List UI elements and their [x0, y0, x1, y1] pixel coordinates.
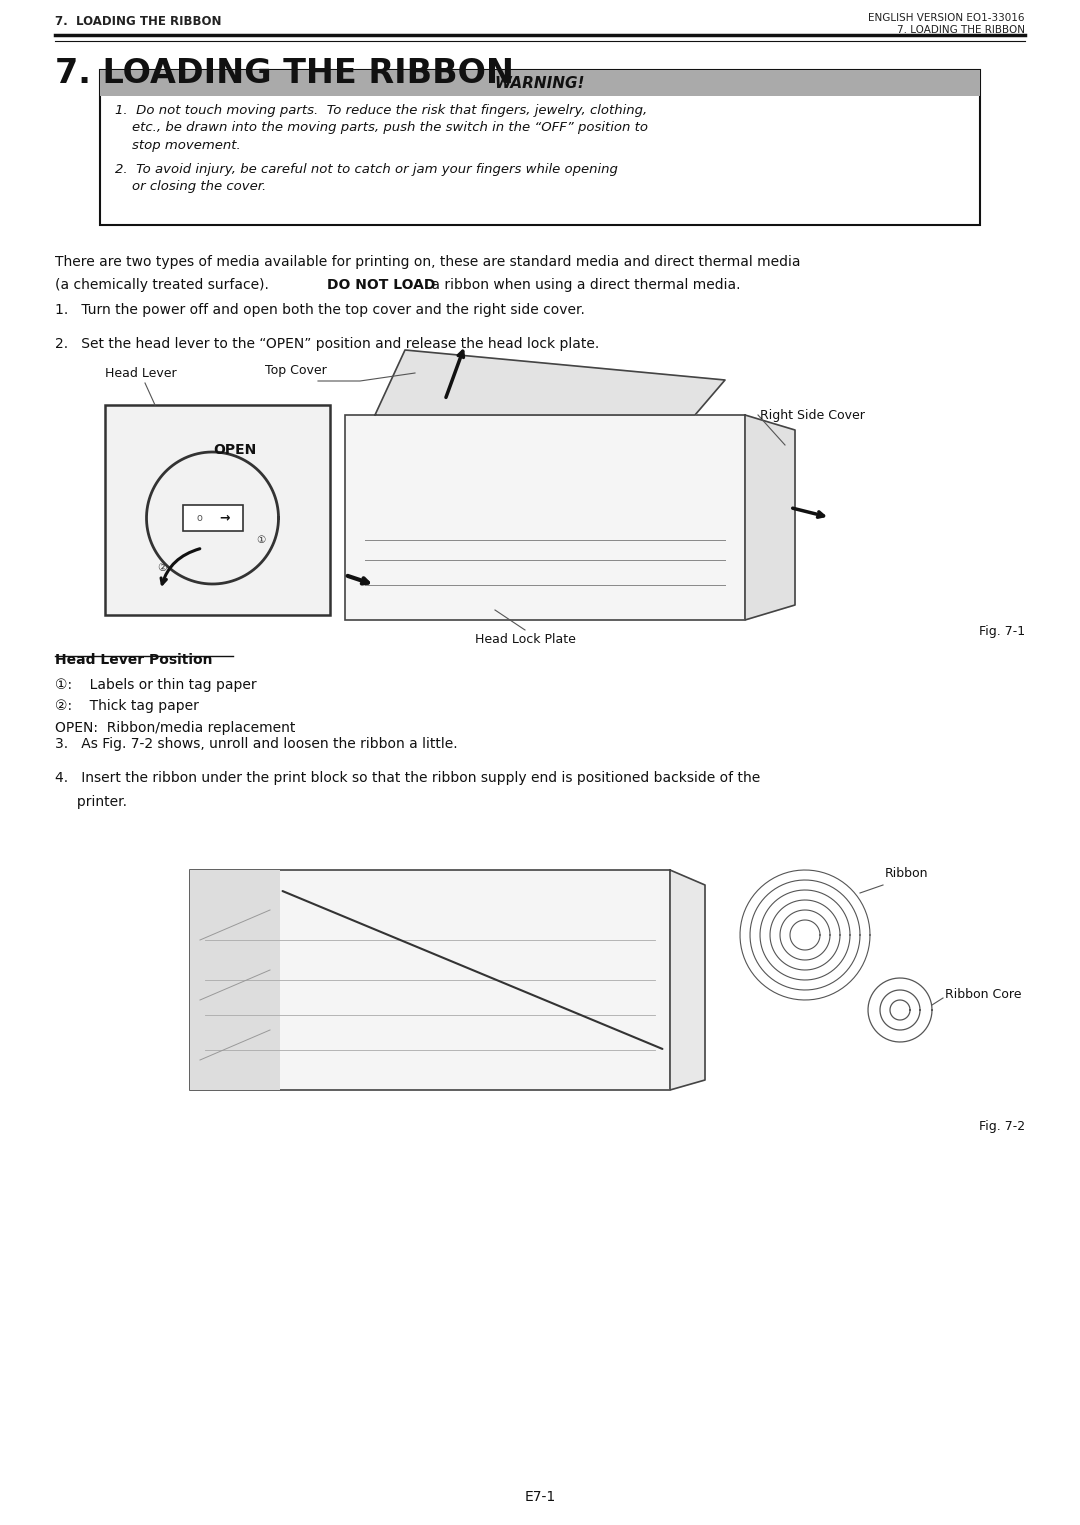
Bar [100, 70, 980, 226]
Text: ②: ② [158, 563, 167, 573]
Text: 7.  LOADING THE RIBBON: 7. LOADING THE RIBBON [55, 15, 221, 27]
Text: ①:    Labels or thin tag paper: ①: Labels or thin tag paper [55, 679, 257, 692]
Text: 4.   Insert the ribbon under the print block so that the ribbon supply end is po: 4. Insert the ribbon under the print blo… [55, 772, 760, 785]
Text: Head Lever: Head Lever [105, 368, 177, 380]
Text: 2.   Set the head lever to the “OPEN” position and release the head lock plate.: 2. Set the head lever to the “OPEN” posi… [55, 337, 599, 351]
Text: (a chemically treated surface).: (a chemically treated surface). [55, 278, 278, 291]
Text: WARNING!: WARNING! [495, 76, 585, 90]
Bar [190, 869, 670, 1090]
Text: Head Lock Plate: Head Lock Plate [474, 633, 576, 647]
Text: Head Lever Position: Head Lever Position [55, 653, 213, 666]
Text: E7-1: E7-1 [525, 1490, 555, 1504]
Bar [183, 505, 243, 531]
Text: 2.  To avoid injury, be careful not to catch or jam your fingers while opening: 2. To avoid injury, be careful not to ca… [114, 163, 618, 175]
Text: Right Side Cover: Right Side Cover [760, 409, 865, 421]
Text: 7. LOADING THE RIBBON: 7. LOADING THE RIBBON [55, 56, 514, 90]
Text: o: o [197, 512, 202, 523]
Text: etc., be drawn into the moving parts, push the switch in the “OFF” position to: etc., be drawn into the moving parts, pu… [114, 122, 648, 134]
Text: OPEN: OPEN [213, 442, 256, 457]
Text: or closing the cover.: or closing the cover. [114, 180, 267, 194]
Text: Ribbon: Ribbon [885, 868, 929, 880]
Text: Fig. 7-2: Fig. 7-2 [978, 1119, 1025, 1133]
Text: There are two types of media available for printing on, these are standard media: There are two types of media available f… [55, 255, 800, 268]
Text: OPEN:  Ribbon/media replacement: OPEN: Ribbon/media replacement [55, 721, 295, 735]
Text: Top Cover: Top Cover [265, 364, 327, 377]
Text: printer.: printer. [55, 795, 127, 808]
Text: Fig. 7-1: Fig. 7-1 [978, 625, 1025, 637]
Bar [190, 869, 280, 1090]
Polygon shape [375, 351, 725, 415]
Bar [100, 70, 980, 96]
Text: ②:    Thick tag paper: ②: Thick tag paper [55, 700, 199, 714]
Text: 1.  Do not touch moving parts.  To reduce the risk that fingers, jewelry, clothi: 1. Do not touch moving parts. To reduce … [114, 104, 647, 117]
Bar [105, 406, 330, 615]
Text: a ribbon when using a direct thermal media.: a ribbon when using a direct thermal med… [427, 278, 741, 291]
Text: ENGLISH VERSION EO1-33016: ENGLISH VERSION EO1-33016 [868, 14, 1025, 23]
Text: DO NOT LOAD: DO NOT LOAD [327, 278, 435, 291]
Polygon shape [670, 869, 705, 1090]
Text: stop movement.: stop movement. [114, 139, 241, 153]
Polygon shape [745, 415, 795, 621]
Text: 7. LOADING THE RIBBON: 7. LOADING THE RIBBON [897, 24, 1025, 35]
Text: ①: ① [256, 535, 265, 544]
Bar [345, 415, 745, 621]
Text: 1.   Turn the power off and open both the top cover and the right side cover.: 1. Turn the power off and open both the … [55, 303, 585, 317]
Text: Ribbon Core: Ribbon Core [945, 988, 1022, 1002]
Text: 3.   As Fig. 7-2 shows, unroll and loosen the ribbon a little.: 3. As Fig. 7-2 shows, unroll and loosen … [55, 737, 458, 750]
Text: →: → [219, 511, 230, 525]
